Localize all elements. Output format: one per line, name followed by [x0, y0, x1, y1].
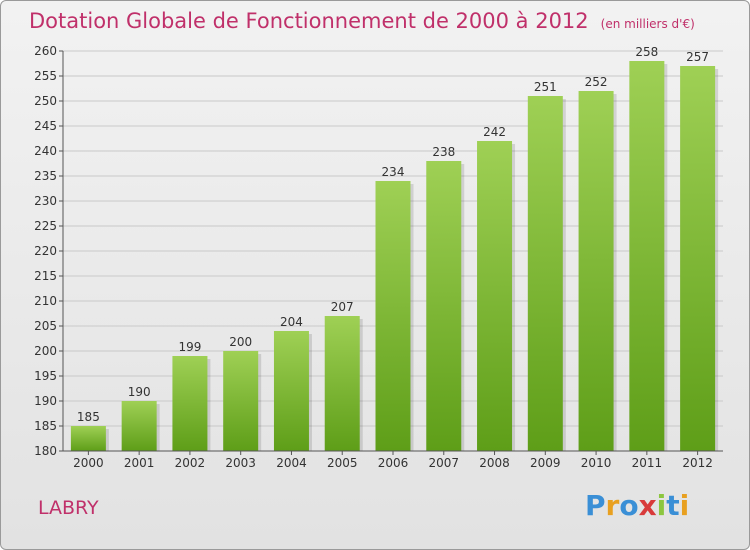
logo-letter: o: [619, 489, 639, 522]
chart-title: Dotation Globale de Fonctionnement de 20…: [29, 9, 695, 33]
bar: [680, 66, 716, 451]
x-tick-label: 2011: [632, 456, 663, 470]
y-tick-label: 235: [34, 169, 57, 183]
bar: [629, 61, 665, 451]
x-tick-label: 2006: [378, 456, 409, 470]
logo-letter: t: [666, 489, 680, 522]
y-tick-label: 225: [34, 219, 57, 233]
y-tick-label: 180: [34, 444, 57, 458]
x-tick-label: 2001: [124, 456, 155, 470]
logo-letter: P: [585, 489, 606, 522]
x-tick-label: 2007: [428, 456, 459, 470]
y-tick-label: 220: [34, 244, 57, 258]
place-label: LABRY: [38, 497, 99, 519]
y-tick-label: 205: [34, 319, 57, 333]
y-tick-label: 260: [34, 44, 57, 58]
y-tick-label: 210: [34, 294, 57, 308]
y-tick-label: 195: [34, 369, 57, 383]
bar: [324, 316, 360, 451]
y-tick-label: 240: [34, 144, 57, 158]
bar: [121, 401, 157, 451]
logo-letter: i: [679, 489, 690, 522]
data-label: 199: [178, 340, 201, 354]
y-tick-label: 255: [34, 69, 57, 83]
data-label: 185: [77, 410, 100, 424]
proxiti-logo[interactable]: Proxiti: [585, 489, 689, 522]
bar: [527, 96, 563, 451]
y-tick-label: 200: [34, 344, 57, 358]
x-tick-label: 2004: [276, 456, 307, 470]
x-tick-label: 2012: [682, 456, 713, 470]
bar: [70, 426, 106, 451]
y-tick-label: 190: [34, 394, 57, 408]
x-tick-label: 2003: [225, 456, 256, 470]
logo-letter: x: [638, 489, 657, 522]
bar: [578, 91, 614, 451]
data-label: 251: [534, 80, 557, 94]
logo-letter: r: [605, 489, 620, 522]
x-tick-label: 2010: [581, 456, 612, 470]
bar: [172, 356, 208, 451]
data-label: 252: [585, 75, 608, 89]
logo-letter: i: [656, 489, 667, 522]
data-label: 238: [432, 145, 455, 159]
y-tick-label: 245: [34, 119, 57, 133]
data-label: 242: [483, 125, 506, 139]
x-tick-label: 2002: [175, 456, 206, 470]
data-label: 200: [229, 335, 252, 349]
bar: [375, 181, 411, 451]
bar: [273, 331, 309, 451]
data-label: 204: [280, 315, 303, 329]
y-tick-label: 185: [34, 419, 57, 433]
bar: [477, 141, 513, 451]
data-label: 190: [128, 385, 151, 399]
x-tick-label: 2005: [327, 456, 358, 470]
chart-title-main: Dotation Globale de Fonctionnement de 20…: [29, 9, 589, 33]
x-tick-label: 2008: [479, 456, 510, 470]
data-label: 257: [686, 50, 709, 64]
data-label: 234: [382, 165, 405, 179]
bar: [223, 351, 259, 451]
y-tick-label: 250: [34, 94, 57, 108]
y-tick-label: 230: [34, 194, 57, 208]
data-label: 258: [635, 45, 658, 59]
chart-title-unit: (en milliers d'€): [600, 17, 695, 31]
y-tick-label: 215: [34, 269, 57, 283]
x-tick-label: 2000: [73, 456, 104, 470]
bar: [426, 161, 462, 451]
data-label: 207: [331, 300, 354, 314]
x-tick-label: 2009: [530, 456, 561, 470]
